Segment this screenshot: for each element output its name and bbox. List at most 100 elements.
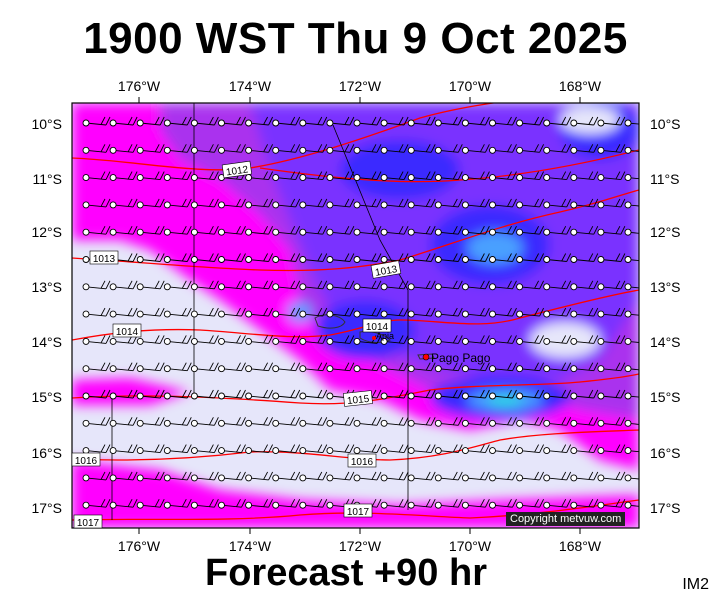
station-dot <box>461 256 469 263</box>
station-dot <box>109 447 117 455</box>
station-dot <box>218 447 225 455</box>
station-dot <box>380 474 388 482</box>
station-dot <box>597 310 605 318</box>
station-dot <box>245 447 253 455</box>
station-dot <box>380 201 388 209</box>
station-dot <box>380 310 388 318</box>
station-dot <box>218 392 225 400</box>
station-dot <box>434 174 442 182</box>
station-dot <box>597 501 605 509</box>
station-dot <box>245 474 253 482</box>
wind-barbs <box>82 116 639 509</box>
station-dot <box>109 228 117 236</box>
station-dot <box>299 146 307 154</box>
station-dot <box>461 447 469 455</box>
station-dot <box>190 283 198 291</box>
station-dot <box>272 365 280 373</box>
lat-label-left: 17°S <box>31 500 62 516</box>
station-dot <box>543 365 551 373</box>
lon-label-top: 170°W <box>448 78 492 94</box>
station-dot <box>407 337 415 345</box>
station-dot <box>109 501 117 509</box>
station-dot <box>163 174 171 182</box>
station-dot <box>245 228 253 236</box>
lat-label-left: 15°S <box>31 389 62 405</box>
station-dot <box>326 365 334 373</box>
station-dot <box>570 365 578 373</box>
station-dot <box>597 119 605 127</box>
station-dot <box>543 228 551 236</box>
lat-label-left: 13°S <box>31 279 62 295</box>
place-label-apia: Apia <box>376 331 394 341</box>
lat-label-right: 13°S <box>650 279 681 295</box>
station-dot <box>597 419 605 427</box>
station-dot <box>136 201 144 209</box>
station-dot <box>489 365 496 373</box>
station-dot <box>543 501 551 509</box>
isobar-label: 1012 <box>225 164 249 178</box>
station-dot <box>136 283 144 291</box>
station-dot <box>299 337 307 345</box>
station-dot <box>272 228 280 236</box>
station-dot <box>597 283 605 291</box>
station-dot <box>516 174 524 182</box>
isobar-label: 1013 <box>374 264 398 279</box>
station-dot <box>353 228 361 236</box>
station-dot <box>570 419 578 427</box>
station-dot <box>543 447 551 455</box>
station-dot <box>109 119 117 127</box>
station-dot <box>82 365 90 373</box>
island-savaii <box>314 314 346 329</box>
station-dot <box>380 501 388 509</box>
station-dot <box>245 337 253 345</box>
station-dot <box>326 283 334 291</box>
station-dot <box>570 283 578 291</box>
station-dot <box>380 174 388 182</box>
rain-core-light-1 <box>467 232 523 264</box>
station-dot <box>434 365 442 373</box>
station-dot <box>136 310 144 318</box>
station-dot <box>516 337 524 345</box>
isobar-label: 1016 <box>75 456 98 467</box>
station-dot <box>190 474 198 482</box>
lat-label-right: 12°S <box>650 224 681 240</box>
station-dot <box>434 256 442 263</box>
isobar-1012 <box>72 103 498 171</box>
station-dot <box>299 365 307 373</box>
station-dot <box>299 310 307 318</box>
station-dot <box>516 119 524 127</box>
station-dot <box>380 337 388 345</box>
isobar-1016 <box>72 429 639 461</box>
station-dot <box>272 501 280 509</box>
station-dot <box>407 256 415 263</box>
station-dot <box>109 283 117 291</box>
station-dot <box>109 337 117 345</box>
station-dot <box>570 228 578 236</box>
station-dot <box>136 146 144 154</box>
lon-label-top: 172°W <box>338 78 382 94</box>
station-dot <box>461 146 469 154</box>
station-dot <box>218 419 225 427</box>
station-dot <box>407 201 415 209</box>
station-dot <box>543 474 551 482</box>
station-dot <box>461 283 469 291</box>
station-dot <box>516 228 524 236</box>
station-dot <box>380 119 388 127</box>
station-dot <box>136 392 144 400</box>
station-dot <box>245 365 253 373</box>
pago-pago-marker <box>422 353 430 361</box>
station-dot <box>516 365 524 373</box>
station-dot <box>245 501 253 509</box>
station-dot <box>245 256 253 263</box>
isobar-1017 <box>72 499 639 521</box>
station-dot <box>190 419 198 427</box>
station-dot <box>624 365 632 373</box>
dry-patch-2 <box>560 106 620 134</box>
station-dot <box>353 447 361 455</box>
station-dot <box>597 447 605 455</box>
station-dot <box>136 365 144 373</box>
station-dot <box>597 228 605 236</box>
page-title: 1900 WST Thu 9 Oct 2025 <box>83 14 628 63</box>
station-dot <box>136 474 144 482</box>
station-dot <box>353 146 361 154</box>
